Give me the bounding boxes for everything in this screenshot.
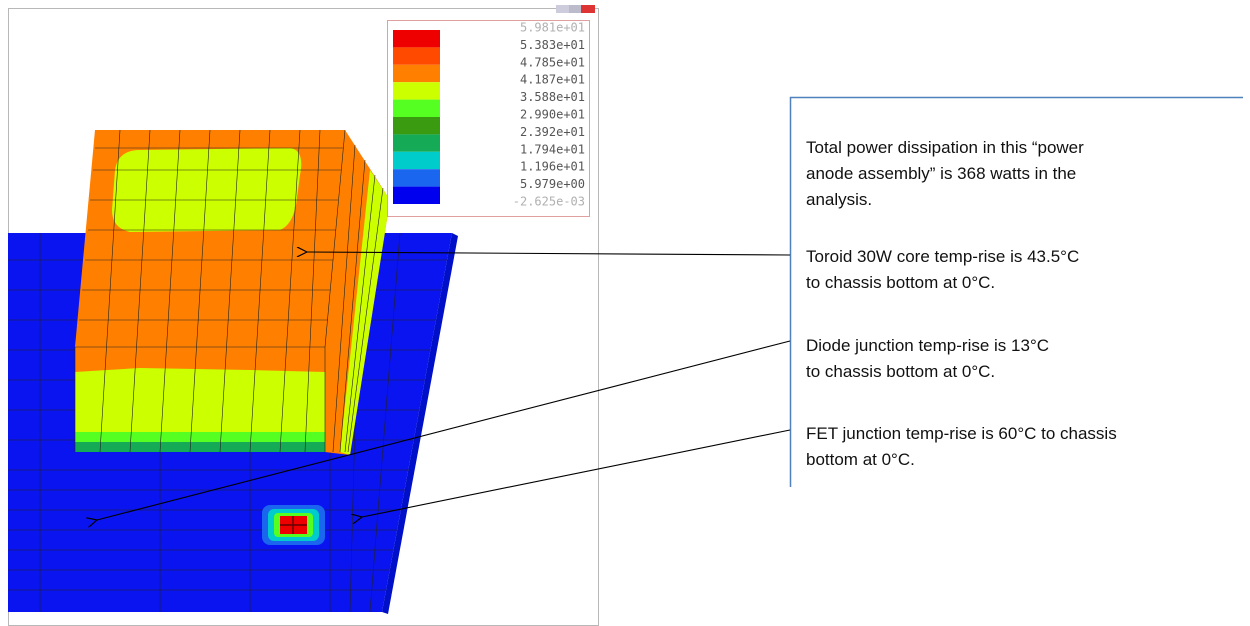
annotation-line: Diode junction temp-rise is 13°C [806,336,1049,355]
annotation-line: bottom at 0°C. [806,450,915,469]
box-front-teal [75,442,325,452]
legend-swatch [393,65,440,82]
annotation-line: to chassis bottom at 0°C. [806,362,995,381]
annotation-line: Total power dissipation in this “power [806,138,1084,157]
minimize-button[interactable] [556,5,569,13]
legend: 5.981e+01 5.383e+01 4.785e+01 4.187e+01 3.58… [388,21,590,217]
legend-swatch [393,117,440,134]
legend-swatch [393,152,440,169]
legend-label: 2.392e+01 [520,125,585,139]
annotation-line: anode assembly” is 368 watts in the [806,164,1076,183]
legend-label: -2.625e-03 [513,195,585,209]
box-top-warm [112,148,301,232]
legend-label: 4.785e+01 [520,55,585,69]
legend-swatch [393,100,440,117]
slide: 5.981e+01 5.383e+01 4.785e+01 4.187e+01 3.58… [0,0,1250,626]
legend-label: 3.588e+01 [520,90,585,104]
legend-swatch [393,82,440,99]
legend-label: 1.196e+01 [520,160,585,174]
legend-swatch [393,187,440,204]
box-front-warm [75,368,325,432]
legend-swatch [393,47,440,64]
legend-label: 5.383e+01 [520,38,585,52]
annotation-line: FET junction temp-rise is 60°C to chassi… [806,424,1117,443]
legend-label: 4.187e+01 [520,73,585,87]
box-front-green [75,432,325,442]
close-button[interactable] [581,5,595,13]
annotation-line: analysis. [806,190,872,209]
legend-swatch [393,134,440,151]
legend-label: 5.979e+00 [520,177,585,191]
legend-label: 5.981e+01 [520,21,585,35]
maximize-button[interactable] [569,5,581,13]
annotation-line: Toroid 30W core temp-rise is 43.5°C [806,247,1079,266]
annotation-line: to chassis bottom at 0°C. [806,273,995,292]
annotation-text: Total power dissipation in this “power an… [806,138,1117,469]
legend-swatch [393,30,440,47]
legend-label: 1.794e+01 [520,142,585,156]
legend-swatch [393,169,440,186]
legend-label: 2.990e+01 [520,108,585,122]
